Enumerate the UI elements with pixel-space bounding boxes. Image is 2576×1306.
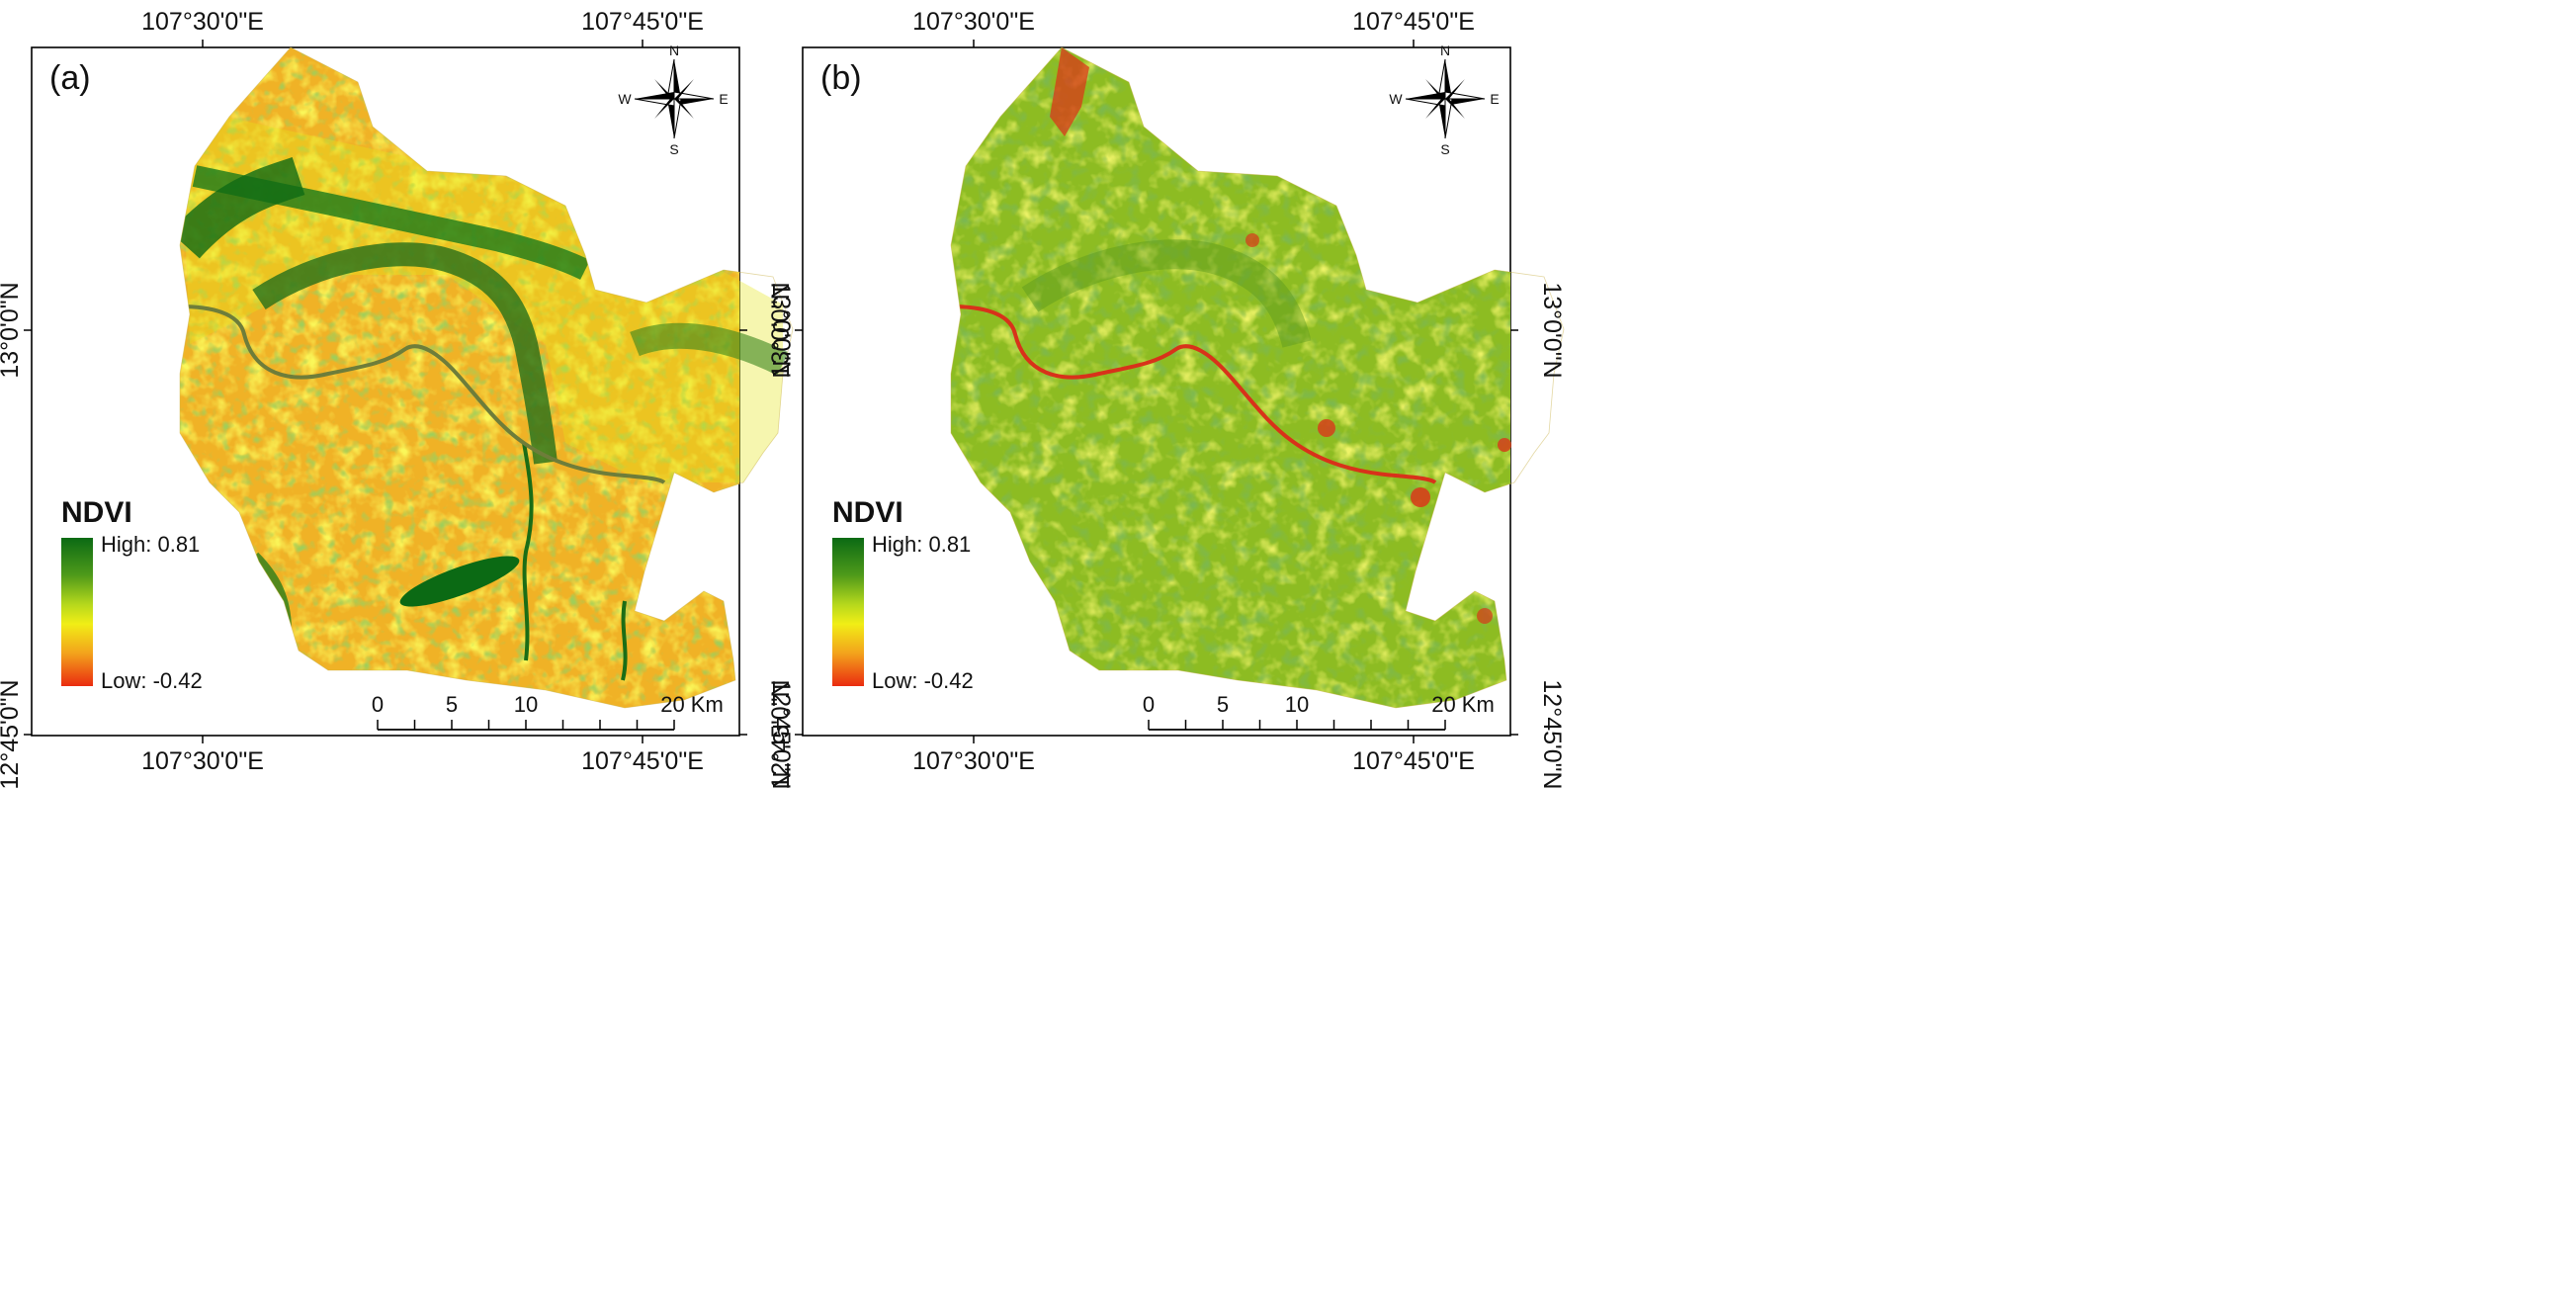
legend-colorbar <box>61 538 93 686</box>
right-lat-label: 12°45'0"N <box>1538 679 1566 789</box>
legend-colorbar <box>832 538 864 686</box>
top-lon-label: 107°45'0"E <box>581 8 704 36</box>
scale-label: 5 <box>1217 692 1229 717</box>
compass-e: E <box>1490 91 1499 107</box>
north-arrow-icon <box>634 58 715 139</box>
left-lat-label: 12°45'0"N <box>0 679 24 789</box>
bottom-lon-label: 107°45'0"E <box>581 747 704 775</box>
scale-label: 20 Km <box>1431 692 1495 717</box>
scale-label: 10 <box>514 692 538 717</box>
bottom-lon-label: 107°30'0"E <box>912 747 1035 775</box>
map-panel-b: (b) 107°30'0"E 107°30'0"E 107°45'0"E 107°45'… <box>767 8 1566 790</box>
ndvi-legend: NDVI High: 0.81 Low: -0.42 <box>61 496 203 693</box>
bottom-lon-label: 107°45'0"E <box>1352 747 1475 775</box>
left-lat-label: 12°45'0"N <box>767 679 795 789</box>
scale-label: 20 Km <box>660 692 724 717</box>
scale-bar: 0 5 10 20 Km <box>372 692 724 731</box>
scale-bar: 0 5 10 20 Km <box>1143 692 1495 731</box>
scale-label: 0 <box>372 692 384 717</box>
compass-e: E <box>719 91 728 107</box>
right-lat-label: 13°0'0"N <box>1538 282 1566 378</box>
compass-s: S <box>1440 141 1449 157</box>
legend-high: High: 0.81 <box>872 532 971 557</box>
scale-label: 10 <box>1285 692 1309 717</box>
compass-w: W <box>618 91 632 107</box>
legend-low: Low: -0.42 <box>101 668 203 693</box>
top-lon-label: 107°45'0"E <box>1352 8 1475 36</box>
compass-w: W <box>1389 91 1403 107</box>
right-lat-label: 13°0'0"N <box>767 282 795 378</box>
legend-title: NDVI <box>61 496 132 529</box>
top-lon-label: 107°30'0"E <box>912 8 1035 36</box>
right-lat-label: 12°45'0"N <box>767 679 795 789</box>
compass-s: S <box>669 141 678 157</box>
left-lat-label: 13°0'0"N <box>0 282 24 378</box>
legend-low: Low: -0.42 <box>872 668 974 693</box>
legend-title: NDVI <box>832 496 903 529</box>
north-arrow-icon <box>1405 58 1486 139</box>
compass-n: N <box>669 43 679 58</box>
bottom-lon-label: 107°30'0"E <box>141 747 264 775</box>
compass-n: N <box>1440 43 1450 58</box>
map-panel-a: (a) 107°30'0"E 107°30'0"E 107°45'0"E 107°45'… <box>0 8 795 790</box>
top-lon-label: 107°30'0"E <box>141 8 264 36</box>
panel-label: (a) <box>49 59 91 97</box>
legend-high: High: 0.81 <box>101 532 200 557</box>
left-lat-label: 13°0'0"N <box>767 282 795 378</box>
panel-label: (b) <box>820 59 862 97</box>
scale-label: 0 <box>1143 692 1155 717</box>
scale-label: 5 <box>446 692 458 717</box>
ndvi-legend: NDVI High: 0.81 Low: -0.42 <box>832 496 974 693</box>
